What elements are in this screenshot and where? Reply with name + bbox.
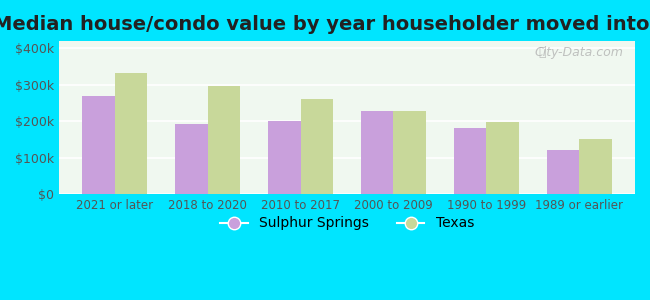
Bar	[268, 121, 300, 194]
Bar	[115, 73, 148, 194]
Bar	[393, 111, 426, 194]
Bar	[579, 139, 612, 194]
Bar	[175, 124, 207, 194]
Bar	[82, 97, 115, 194]
Bar	[486, 122, 519, 194]
Bar	[300, 99, 333, 194]
Bar	[207, 86, 240, 194]
Legend: Sulphur Springs, Texas: Sulphur Springs, Texas	[214, 211, 480, 236]
Title: Median house/condo value by year householder moved into unit: Median house/condo value by year househo…	[0, 15, 650, 34]
Text: ⓘ: ⓘ	[538, 46, 546, 59]
Bar	[361, 111, 393, 194]
Bar	[454, 128, 486, 194]
Text: City-Data.com: City-Data.com	[534, 46, 623, 59]
Bar	[547, 150, 579, 194]
